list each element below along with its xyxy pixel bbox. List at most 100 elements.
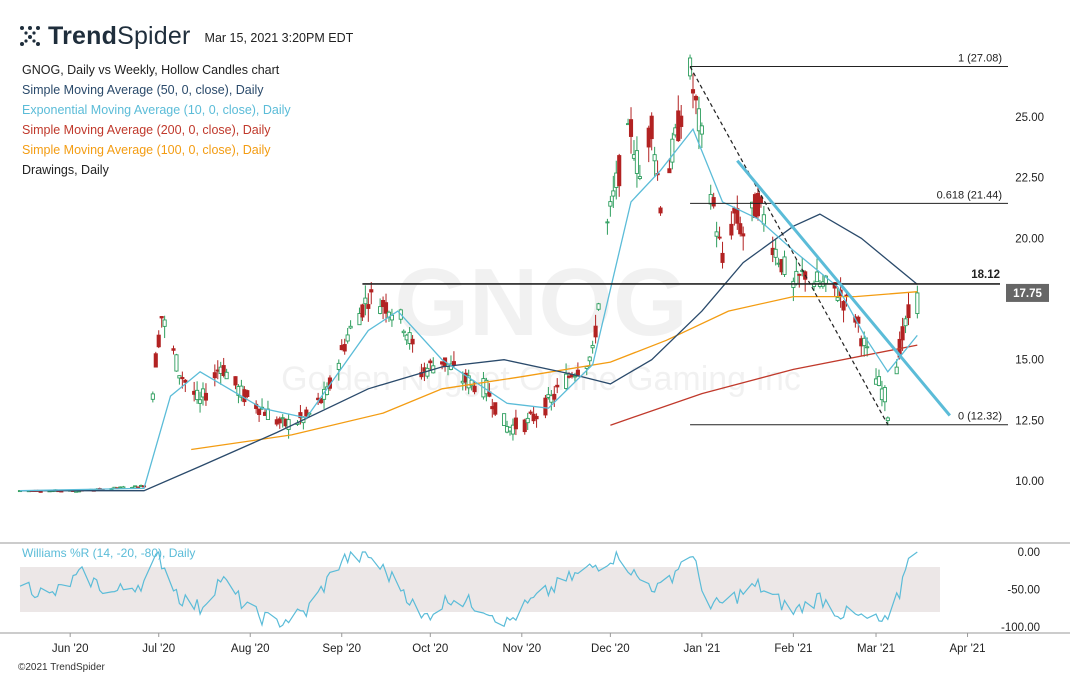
candle-body (717, 236, 722, 239)
x-tick-label: Sep '20 (322, 643, 361, 655)
price-tick-label: 10.00 (1015, 476, 1044, 488)
candle-body (584, 366, 589, 369)
candle-body (156, 334, 161, 348)
x-tick-label: Jun '20 (52, 643, 89, 655)
candle-body (171, 348, 176, 351)
candle-body (366, 304, 371, 309)
candle-body (835, 297, 840, 301)
candle-body (510, 424, 516, 435)
candle-body (245, 390, 250, 398)
trendspider-logo-icon (20, 26, 40, 46)
candle-body (608, 201, 613, 207)
current-price-label: 17.75 (1013, 288, 1042, 300)
candle-body (280, 417, 285, 420)
candle-body (378, 306, 383, 314)
candle-body (652, 154, 657, 162)
price-panel[interactable]: 18.12 1 (27.08) 0.618 (21.44) 0 (12.32) (17, 53, 1008, 493)
candle-body (903, 318, 908, 327)
candle-body (150, 393, 155, 400)
logo-light: Spider (117, 21, 191, 50)
logo-bold: Trend (48, 21, 118, 50)
candle-body (345, 334, 350, 342)
williams-panel[interactable]: Williams %R (14, -20, -80), Daily (19, 546, 940, 628)
legend-chart-title[interactable]: GNOG, Daily vs Weekly, Hollow Candles ch… (22, 63, 280, 77)
candle-body (699, 125, 704, 135)
candle-body (195, 389, 200, 401)
x-tick-label: Jul '20 (142, 643, 175, 655)
candle-body (634, 150, 639, 174)
candle-body (637, 176, 642, 179)
logo-text: TrendSpider (48, 22, 191, 51)
candle-body (198, 399, 203, 404)
candle-body (121, 486, 126, 489)
current-price-tag (1006, 283, 1049, 302)
candle-body (493, 402, 498, 415)
downtrend-line (736, 159, 951, 417)
candle-body (729, 223, 734, 236)
watermark-company: Golden Nugget Online Gaming Inc (281, 360, 801, 398)
candle-body (885, 417, 890, 421)
candle-body (900, 326, 905, 341)
candle-body (336, 362, 341, 370)
candle-body (265, 408, 271, 420)
legend-drawings[interactable]: Drawings, Daily (22, 163, 109, 177)
candle-body (348, 325, 353, 329)
candle-body (525, 417, 530, 424)
x-tick-label: Aug '20 (231, 643, 270, 655)
price-tick-label: 20.00 (1015, 233, 1044, 245)
candle-body (383, 302, 389, 314)
candle-body (224, 371, 229, 380)
candle-body (543, 397, 548, 416)
candle-body (720, 252, 725, 263)
watermark: GNOG Golden Nugget Online Gaming Inc (281, 249, 801, 398)
candle-body (360, 304, 365, 318)
candle-body (162, 319, 167, 327)
candle-body (906, 304, 911, 319)
candle-body (711, 197, 716, 207)
legend-ema10[interactable]: Exponential Moving Average (10, 0, close… (22, 103, 291, 117)
candle-body (174, 354, 179, 372)
candle-body (159, 316, 164, 319)
header: TrendSpider Mar 15, 2021 3:20PM EDT (18, 20, 353, 52)
candle-body (782, 256, 787, 275)
candle-body (233, 376, 238, 386)
price-tick-label: 22.50 (1015, 173, 1044, 185)
watermark-ticker: GNOG (394, 249, 687, 356)
candle-body (183, 379, 188, 383)
candle-body (407, 332, 412, 344)
candle-body (522, 419, 527, 433)
candle-body (528, 411, 533, 414)
williams-tick-label: -50.00 (1007, 585, 1040, 597)
legend-sma100[interactable]: Simple Moving Average (100, 0, close), D… (22, 143, 271, 157)
candle-body (865, 346, 870, 349)
legend-sma200[interactable]: Simple Moving Average (200, 0, close), D… (22, 123, 271, 137)
candle-body (679, 115, 684, 127)
legend-sma50[interactable]: Simple Moving Average (50, 0, close), Da… (22, 83, 264, 97)
candle-body (628, 119, 634, 137)
candle-body (369, 289, 374, 293)
sma200-line (610, 344, 918, 426)
x-tick-label: Mar '21 (857, 643, 895, 655)
williams-line (19, 550, 918, 628)
sma100-line (191, 291, 918, 451)
candle-body (133, 485, 138, 488)
x-tick-label: Nov '20 (502, 643, 541, 655)
candle-body (611, 190, 616, 197)
candle-body (882, 387, 887, 403)
candle-body (773, 248, 778, 258)
candle-body (203, 392, 209, 401)
candle-body (915, 292, 920, 315)
candle-body (484, 379, 489, 395)
candle-body (738, 223, 743, 235)
chart-legend: GNOG, Daily vs Weekly, Hollow Candles ch… (22, 60, 291, 180)
x-tick-label: Oct '20 (412, 643, 448, 655)
candle-body (257, 408, 262, 415)
candle-body (758, 196, 763, 204)
williams-title: Williams %R (14, -20, -80), Daily (22, 546, 195, 560)
price-tick-label: 25.00 (1015, 112, 1044, 124)
candle-body (472, 385, 477, 393)
x-tick-label: Apr '21 (949, 643, 985, 655)
x-tick-label: Jan '21 (684, 643, 721, 655)
candle-body (605, 221, 610, 224)
